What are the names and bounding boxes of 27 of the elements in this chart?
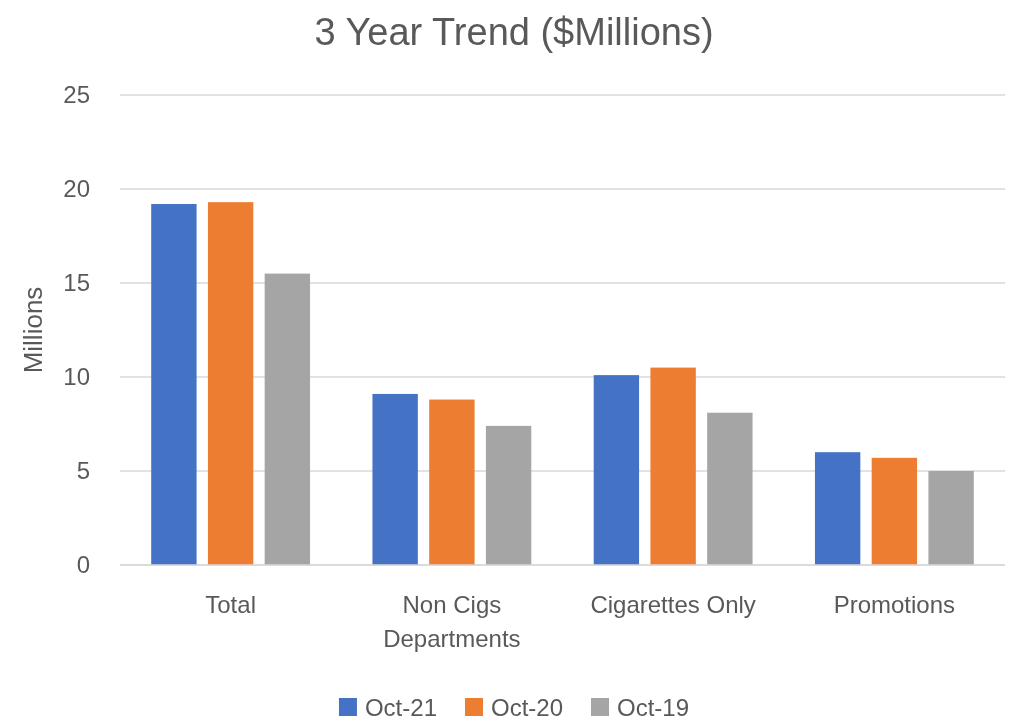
y-tick-label: 5 xyxy=(76,457,90,485)
y-tick-label: 15 xyxy=(63,269,90,297)
y-axis-title: Millions xyxy=(18,286,48,374)
bar xyxy=(650,367,696,565)
bar xyxy=(707,412,753,565)
bar xyxy=(871,457,918,565)
legend-label: Oct-20 xyxy=(490,694,564,721)
bar xyxy=(372,393,418,565)
bar xyxy=(814,452,861,565)
legend-label: Oct-21 xyxy=(364,694,437,721)
y-tick-label: 10 xyxy=(63,363,90,391)
x-tick-label: Promotions xyxy=(833,591,956,618)
bar xyxy=(264,273,311,565)
y-tick-label: 25 xyxy=(63,81,90,109)
bar xyxy=(207,202,254,565)
x-tick-label: Non Cigs Departments xyxy=(383,591,521,652)
legend-label: Oct-19 xyxy=(617,694,690,721)
y-tick-label: 0 xyxy=(76,551,90,579)
x-tick-label: Total xyxy=(205,591,256,618)
bar xyxy=(151,204,197,565)
bar xyxy=(429,399,475,565)
chart-title: 3 Year Trend ($Millions) xyxy=(314,11,714,53)
bar xyxy=(485,425,532,565)
x-tick-label: Cigarettes Only xyxy=(590,591,756,618)
bar xyxy=(928,471,974,565)
bar xyxy=(593,375,640,565)
y-tick-label: 20 xyxy=(63,175,90,203)
